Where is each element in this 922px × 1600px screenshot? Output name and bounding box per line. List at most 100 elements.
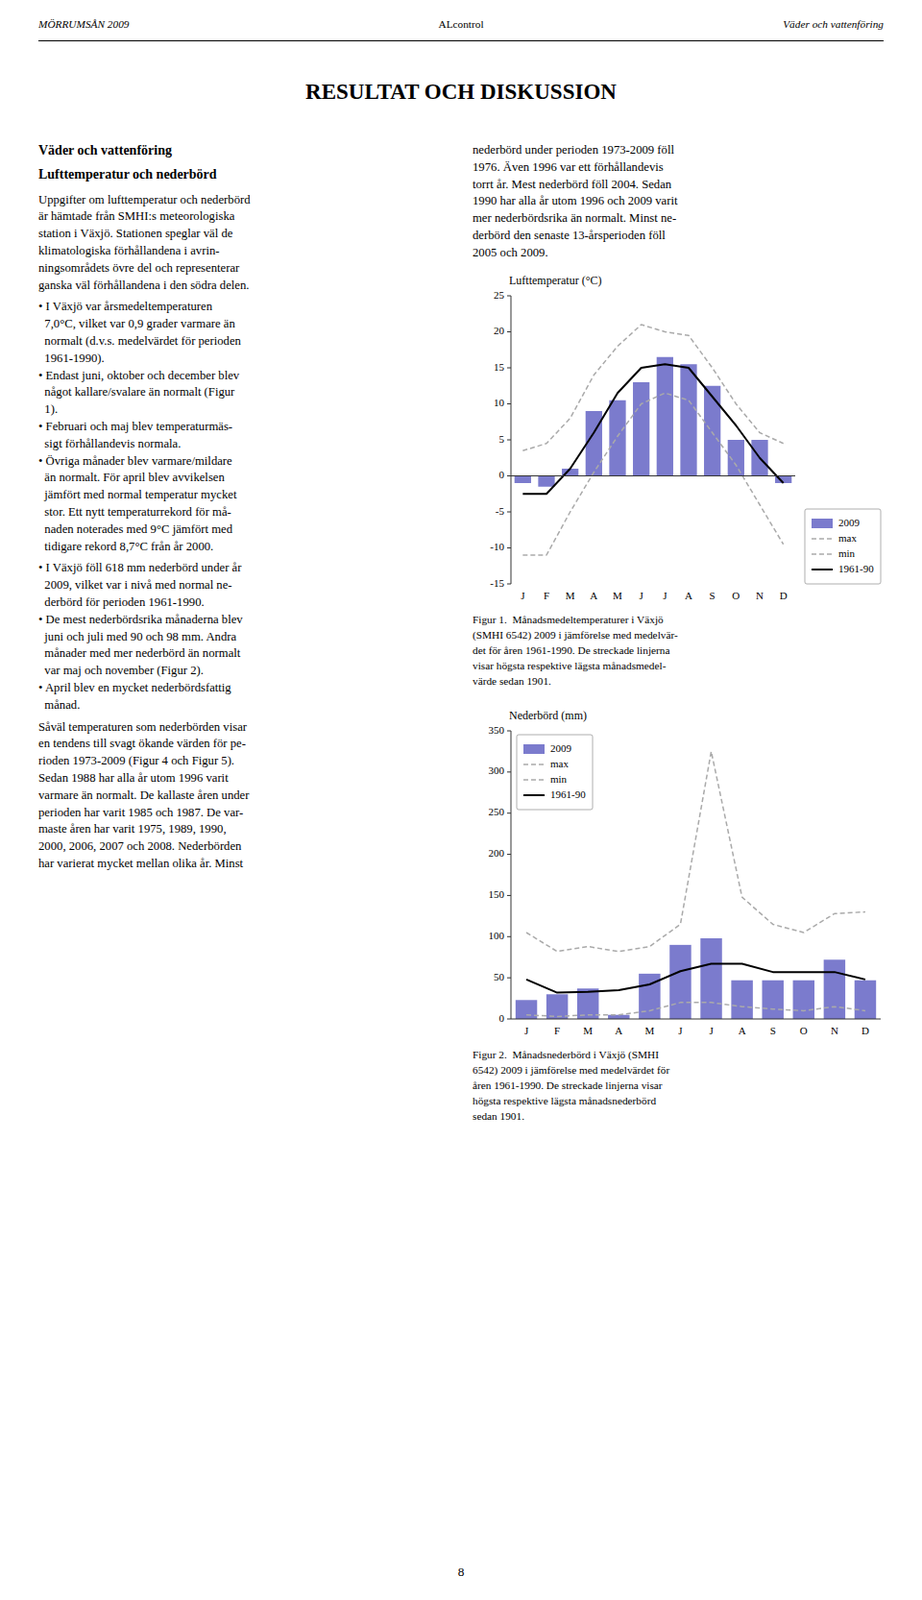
page-title: RESULTAT OCH DISKUSSION [0,80,922,103]
x-tick-label: O [731,589,740,602]
body-text: 2005 och 2009. [472,246,549,260]
bar [700,938,722,1020]
bar [608,400,626,477]
figure-caption: sedan 1901. [472,1111,525,1122]
y-tick [507,583,511,585]
bar [656,357,674,477]
figure-caption: åren 1961-1990. De streckade linjerna vi… [472,1080,663,1092]
body-text: • Endast juni, oktober och december blev [38,369,240,383]
x-tick-label: N [830,1024,839,1037]
body-text: ningsområdets övre del och representerar [38,262,240,275]
body-text: ganska väl förhållandena i den södra del… [38,279,249,292]
body-text: 1961-1990). [38,352,105,365]
body-text: • I Växjö var årsmedeltemperaturen [38,300,213,314]
y-tick-label: -15 [489,577,505,589]
x-tick-label: D [861,1024,870,1037]
bar [703,386,721,477]
y-tick-label: 150 [488,888,506,900]
chart: Nederbörd (mm)050100150200250300350JFMAM… [472,705,889,1043]
body-text: mer nederbördsrika än normalt. Minst ne- [472,212,677,225]
y-tick-label: 100 [488,929,506,942]
legend-label: min [838,547,856,559]
bar [793,980,815,1020]
body-text: har varierat mycket mellan olika år. Min… [38,857,243,871]
body-text: nederbörd under perioden 1973-2009 föll [472,144,675,157]
y-tick [507,812,511,814]
figure-caption: (SMHI 6542) 2009 i jämförelse med medelv… [472,630,679,641]
x-tick-label: S [770,1024,777,1037]
y-tick-label: 350 [488,724,506,736]
body-text: är hämtade från SMHI:s meteorologiska [38,210,235,223]
body-text: torrt år. Mest nederbörd föll 2004. Seda… [472,178,672,192]
x-tick-label: M [612,589,623,602]
figure-caption: Figur 2. Månadsnederbörd i Växjö (SMHI [472,1049,659,1061]
x-tick-label: O [800,1024,808,1037]
body-text: varmare än normalt. De kallaste åren und… [38,789,249,802]
y-tick [507,439,511,441]
legend-swatch [523,763,545,766]
bar [514,476,532,485]
legend-label: min [550,773,568,785]
page: { "page": { "header_left": "MÖRRUMSÅN 20… [0,0,922,1600]
body-text: 1990 har alla år utom 1996 och 2009 vari… [472,194,679,208]
legend-swatch [811,553,833,556]
body-text: perioden har varit 1985 och 1987. De var… [38,806,243,820]
legend: 2009 max min 1961-90 [516,734,593,810]
body-text: än normalt. För april blev avvikelsen [38,471,225,485]
bar [632,382,650,477]
page-number: 8 [0,1565,922,1578]
body-text: • De mest nederbördsrika månaderna blev [38,613,243,627]
body-text: sigt förhållandevis normala. [38,437,181,451]
y-tick-label: 0 [499,1012,506,1024]
bar [824,959,846,1020]
body-text: rioden 1973-2009 (Figur 4 och Figur 5). [38,754,235,768]
legend-frame [516,734,593,810]
x-tick-label: A [738,1024,747,1037]
y-tick [507,367,511,369]
chart-title: Nederbörd (mm) [509,708,587,723]
body-text: var maj och november (Figur 2). [38,664,204,678]
y-tick [507,936,511,938]
figure-caption: högsta respektive lägsta månadsnederbörd [472,1095,656,1107]
x-tick-label: J [662,589,668,602]
plot-marks [515,751,876,1020]
legend-swatch [523,778,545,781]
legend-label: max [550,757,569,770]
plot-marks [514,324,793,556]
y-tick-label: 0 [499,468,506,481]
y-tick-label: 20 [493,324,506,337]
y-tick [507,403,511,405]
legend-label: 1961-90 [550,788,586,801]
body-text: derbörd den senaste 13-årsperioden föll [472,229,666,243]
legend-label: 2009 [550,742,573,754]
x-tick-label: A [684,589,693,602]
header-rule [38,40,884,42]
x-tick-label: M [565,589,576,602]
line [522,324,783,451]
y-axis-line [510,730,512,1020]
y-tick [507,475,511,477]
body-text: maste åren har varit 1975, 1989, 1990, [38,823,227,836]
body-text: • Februari och maj blev temperaturmäs- [38,420,233,434]
bar [546,994,568,1020]
body-text: något kallare/svalare än normalt (Figur [38,386,235,399]
x-tick-label: J [678,1024,683,1037]
body-text: derbörd för perioden 1961-1990. [38,596,205,609]
y-tick-label: 25 [493,289,506,301]
y-tick-label: 10 [493,396,506,409]
x-tick-label: F [554,1024,560,1037]
x-tick-label: J [520,589,526,602]
bar [679,363,697,476]
body-text: • I Växjö föll 618 mm nederbörd under år [38,561,242,575]
body-text: • Övriga månader blev varmare/mildare [38,455,233,468]
body-text: juni och juli med 90 och 98 mm. Andra [38,630,237,644]
bar [854,980,876,1020]
y-tick [507,895,511,897]
y-tick [507,295,511,297]
y-tick [507,547,511,549]
x-tick-label: S [709,589,716,602]
legend-label: 1961-90 [838,562,874,575]
legend-swatch [811,568,833,571]
y-tick-label: 5 [499,433,506,445]
y-tick [507,511,511,513]
